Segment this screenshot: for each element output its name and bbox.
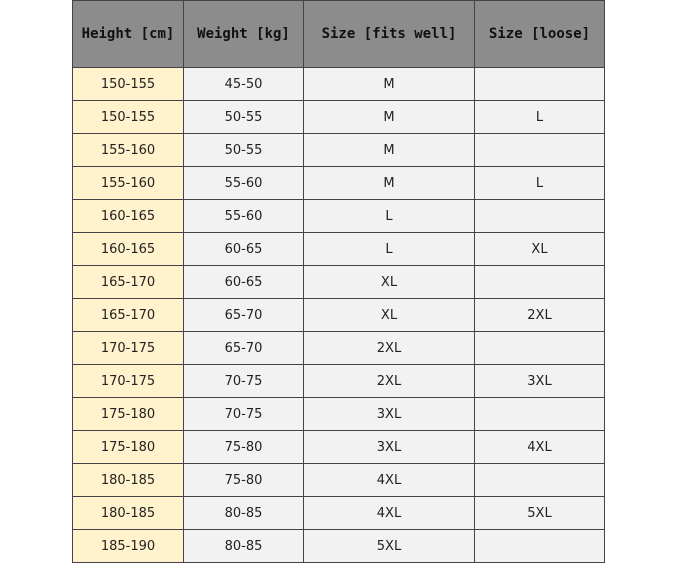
weight-cell: 70-75 — [183, 397, 304, 431]
header-row: Height [cm] Weight [kg] Size [fits well]… — [72, 0, 605, 68]
size-fits-well-cell: XL — [303, 265, 475, 299]
size-fits-well-cell: L — [303, 232, 475, 266]
table-row: 170-175 70-75 2XL 3XL — [72, 364, 605, 398]
weight-cell: 60-65 — [183, 232, 304, 266]
table-row: 165-170 60-65 XL — [72, 265, 605, 299]
size-loose-cell — [474, 199, 605, 233]
height-cell: 170-175 — [72, 364, 184, 398]
table-row: 155-160 50-55 M — [72, 133, 605, 167]
size-loose-cell — [474, 397, 605, 431]
height-cell: 175-180 — [72, 397, 184, 431]
size-fits-well-cell: M — [303, 67, 475, 101]
size-loose-cell — [474, 529, 605, 563]
table-row: 155-160 55-60 M L — [72, 166, 605, 200]
size-loose-cell: 5XL — [474, 496, 605, 530]
height-cell: 180-185 — [72, 496, 184, 530]
size-fits-well-cell: 3XL — [303, 397, 475, 431]
height-cell: 175-180 — [72, 430, 184, 464]
size-loose-cell — [474, 67, 605, 101]
size-loose-cell — [474, 463, 605, 497]
height-cell: 165-170 — [72, 265, 184, 299]
height-cell: 170-175 — [72, 331, 184, 365]
height-cell: 160-165 — [72, 232, 184, 266]
size-loose-cell: L — [474, 166, 605, 200]
size-fits-well-cell: 2XL — [303, 331, 475, 365]
weight-cell: 50-55 — [183, 100, 304, 134]
table-row: 180-185 80-85 4XL 5XL — [72, 496, 605, 530]
table-row: 160-165 55-60 L — [72, 199, 605, 233]
height-cell: 150-155 — [72, 100, 184, 134]
size-loose-cell: 3XL — [474, 364, 605, 398]
size-fits-well-cell: 2XL — [303, 364, 475, 398]
size-loose-cell: XL — [474, 232, 605, 266]
size-fits-well-cell: M — [303, 100, 475, 134]
table-row: 170-175 65-70 2XL — [72, 331, 605, 365]
header-size-fits-well: Size [fits well] — [303, 0, 475, 68]
weight-cell: 65-70 — [183, 331, 304, 365]
size-chart-table: Height [cm] Weight [kg] Size [fits well]… — [72, 0, 605, 563]
height-cell: 185-190 — [72, 529, 184, 563]
size-loose-cell — [474, 331, 605, 365]
header-size-loose: Size [loose] — [474, 0, 605, 68]
height-cell: 150-155 — [72, 67, 184, 101]
weight-cell: 75-80 — [183, 430, 304, 464]
size-fits-well-cell: 5XL — [303, 529, 475, 563]
size-fits-well-cell: 4XL — [303, 496, 475, 530]
weight-cell: 55-60 — [183, 166, 304, 200]
size-fits-well-cell: 4XL — [303, 463, 475, 497]
weight-cell: 80-85 — [183, 529, 304, 563]
size-loose-cell — [474, 133, 605, 167]
weight-cell: 50-55 — [183, 133, 304, 167]
table-row: 185-190 80-85 5XL — [72, 529, 605, 563]
weight-cell: 55-60 — [183, 199, 304, 233]
height-cell: 155-160 — [72, 133, 184, 167]
size-loose-cell: L — [474, 100, 605, 134]
size-fits-well-cell: XL — [303, 298, 475, 332]
header-weight: Weight [kg] — [183, 0, 304, 68]
weight-cell: 70-75 — [183, 364, 304, 398]
size-loose-cell: 2XL — [474, 298, 605, 332]
header-height: Height [cm] — [72, 0, 184, 68]
table-row: 150-155 50-55 M L — [72, 100, 605, 134]
size-fits-well-cell: L — [303, 199, 475, 233]
weight-cell: 75-80 — [183, 463, 304, 497]
size-fits-well-cell: M — [303, 166, 475, 200]
table-row: 180-185 75-80 4XL — [72, 463, 605, 497]
weight-cell: 60-65 — [183, 265, 304, 299]
height-cell: 160-165 — [72, 199, 184, 233]
size-loose-cell — [474, 265, 605, 299]
height-cell: 165-170 — [72, 298, 184, 332]
table-row: 165-170 65-70 XL 2XL — [72, 298, 605, 332]
weight-cell: 65-70 — [183, 298, 304, 332]
table-row: 160-165 60-65 L XL — [72, 232, 605, 266]
table-row: 175-180 70-75 3XL — [72, 397, 605, 431]
weight-cell: 45-50 — [183, 67, 304, 101]
height-cell: 180-185 — [72, 463, 184, 497]
size-fits-well-cell: M — [303, 133, 475, 167]
weight-cell: 80-85 — [183, 496, 304, 530]
table-row: 175-180 75-80 3XL 4XL — [72, 430, 605, 464]
size-loose-cell: 4XL — [474, 430, 605, 464]
table-row: 150-155 45-50 M — [72, 67, 605, 101]
height-cell: 155-160 — [72, 166, 184, 200]
size-fits-well-cell: 3XL — [303, 430, 475, 464]
